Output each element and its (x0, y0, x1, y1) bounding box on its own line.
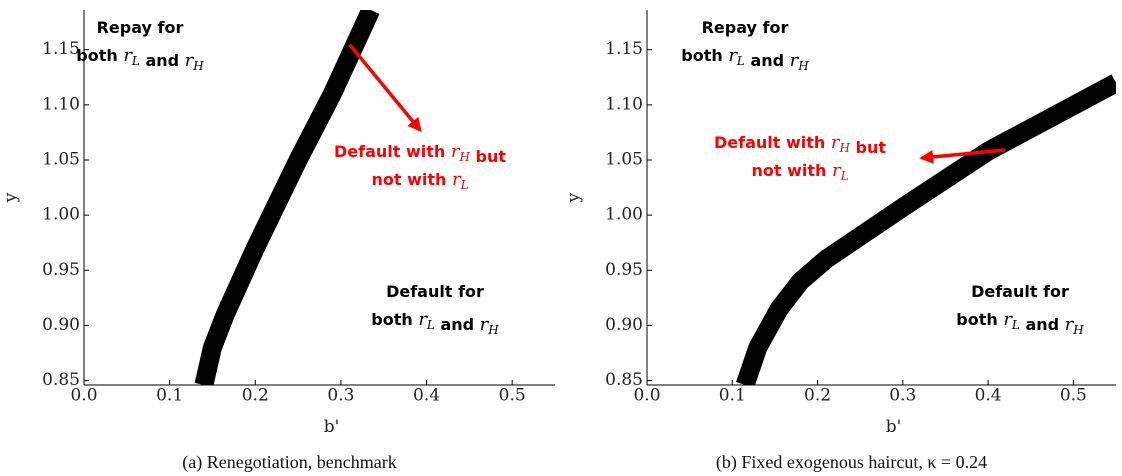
annotation-text: both (371, 310, 418, 329)
math-var: r (418, 309, 428, 330)
math-var: r (1003, 309, 1013, 330)
y-tick-label: 0.90 (42, 315, 80, 335)
y-tick-label: 0.85 (42, 370, 80, 390)
x-tick-label: 0.5 (1060, 386, 1087, 406)
annotation: Repay for (702, 18, 789, 37)
x-tick-label: 0.0 (70, 386, 97, 406)
panel: 0.0 0.1 0.2 0.3 0.4 0.5 0.85 0.90 0.95 1.00 1.05 1.… (1, 10, 555, 473)
math-var: r (123, 45, 133, 66)
annotation-text: both (956, 310, 1003, 329)
math-sub: L (736, 54, 745, 68)
x-tick-label: 0.2 (242, 386, 269, 406)
math-var: r (790, 50, 800, 71)
math-sub: H (192, 59, 204, 73)
annotation-text: Default for (971, 282, 1069, 301)
math-sub: L (1011, 318, 1020, 332)
math-var: r (831, 132, 841, 153)
math-sub: H (487, 323, 499, 337)
annotation: Default for (386, 282, 484, 301)
y-tick-label: 0.95 (42, 260, 80, 280)
x-tick-label: 0.1 (156, 386, 183, 406)
annotation: not with rL (751, 160, 848, 183)
x-tick-label: 0.0 (633, 386, 660, 406)
annotation-text: but (470, 147, 506, 166)
y-axis-label: y (564, 192, 584, 203)
math-var: r (185, 50, 195, 71)
x-tick-label: 0.4 (975, 386, 1002, 406)
annotation: Default with rH but (334, 141, 506, 166)
y-tick-label: 1.05 (605, 150, 643, 170)
y-tick-label: 1.10 (605, 94, 643, 114)
annotation-text: not with (751, 161, 831, 180)
math-var: r (728, 45, 738, 66)
annotation-text: Default for (386, 282, 484, 301)
y-tick-label: 1.00 (605, 205, 643, 225)
y-tick-label: 1.10 (42, 94, 80, 114)
arrow (919, 148, 1006, 164)
annotation: both rL and rH (956, 309, 1084, 337)
y-tick-label: 0.90 (605, 315, 643, 335)
math-sub: H (797, 59, 809, 73)
annotation: both rL and rH (371, 309, 499, 337)
math-sub: L (131, 54, 140, 68)
annotation-text: both (681, 46, 728, 65)
math-sub: L (840, 169, 849, 183)
math-sub: L (426, 318, 435, 332)
annotation-text: but (850, 138, 886, 157)
math-var: r (832, 160, 842, 181)
annotation-text: not with (371, 170, 451, 189)
annotation: Default with rH but (714, 132, 886, 157)
annotation: both rL and rH (681, 45, 809, 73)
annotation: Default for (971, 282, 1069, 301)
math-var: r (480, 314, 490, 335)
annotation-text: and (745, 51, 790, 70)
y-tick-label: 1.15 (42, 39, 80, 59)
x-tick-label: 0.4 (413, 386, 440, 406)
annotation-text: and (140, 51, 185, 70)
annotation-text: Repay for (97, 18, 184, 37)
math-var: r (1065, 314, 1075, 335)
boundary-band (194, 10, 380, 385)
annotation-text: both (76, 46, 123, 65)
panel: 0.0 0.1 0.2 0.3 0.4 0.5 0.85 0.90 0.95 1.00 1.05 1.… (564, 10, 1116, 473)
annotation: not with rL (371, 169, 468, 192)
math-var: r (451, 141, 461, 162)
annotation-text: and (1020, 315, 1065, 334)
annotation-text: Repay for (702, 18, 789, 37)
y-tick-label: 1.00 (42, 205, 80, 225)
annotation-text: Default with (714, 133, 831, 152)
annotation: both rL and rH (76, 45, 204, 73)
x-tick-label: 0.3 (327, 386, 354, 406)
y-tick-label: 1.05 (42, 150, 80, 170)
math-sub: H (458, 150, 470, 164)
y-tick-label: 0.95 (605, 260, 643, 280)
caption: (a) Renegotiation, benchmark (182, 452, 396, 473)
math-sub: H (1072, 323, 1084, 337)
x-axis-label: b' (324, 417, 340, 437)
y-tick-label: 0.85 (605, 370, 643, 390)
annotation-text: and (435, 315, 480, 334)
x-tick-label: 0.1 (719, 386, 746, 406)
x-tick-label: 0.2 (804, 386, 831, 406)
y-tick-label: 1.15 (605, 39, 643, 59)
boundary-band (736, 74, 1116, 385)
x-tick-label: 0.3 (889, 386, 916, 406)
x-tick-label: 0.5 (499, 386, 526, 406)
math-var: r (452, 169, 462, 190)
annotation: Repay for (97, 18, 184, 37)
annotation-text: Default with (334, 142, 451, 161)
math-sub: H (838, 141, 850, 155)
y-axis-label: y (1, 192, 21, 203)
caption: (b) Fixed exogenous haircut, κ = 0.24 (716, 452, 987, 473)
x-axis-label: b' (886, 417, 902, 437)
math-sub: L (460, 178, 469, 192)
arrow (348, 43, 422, 133)
